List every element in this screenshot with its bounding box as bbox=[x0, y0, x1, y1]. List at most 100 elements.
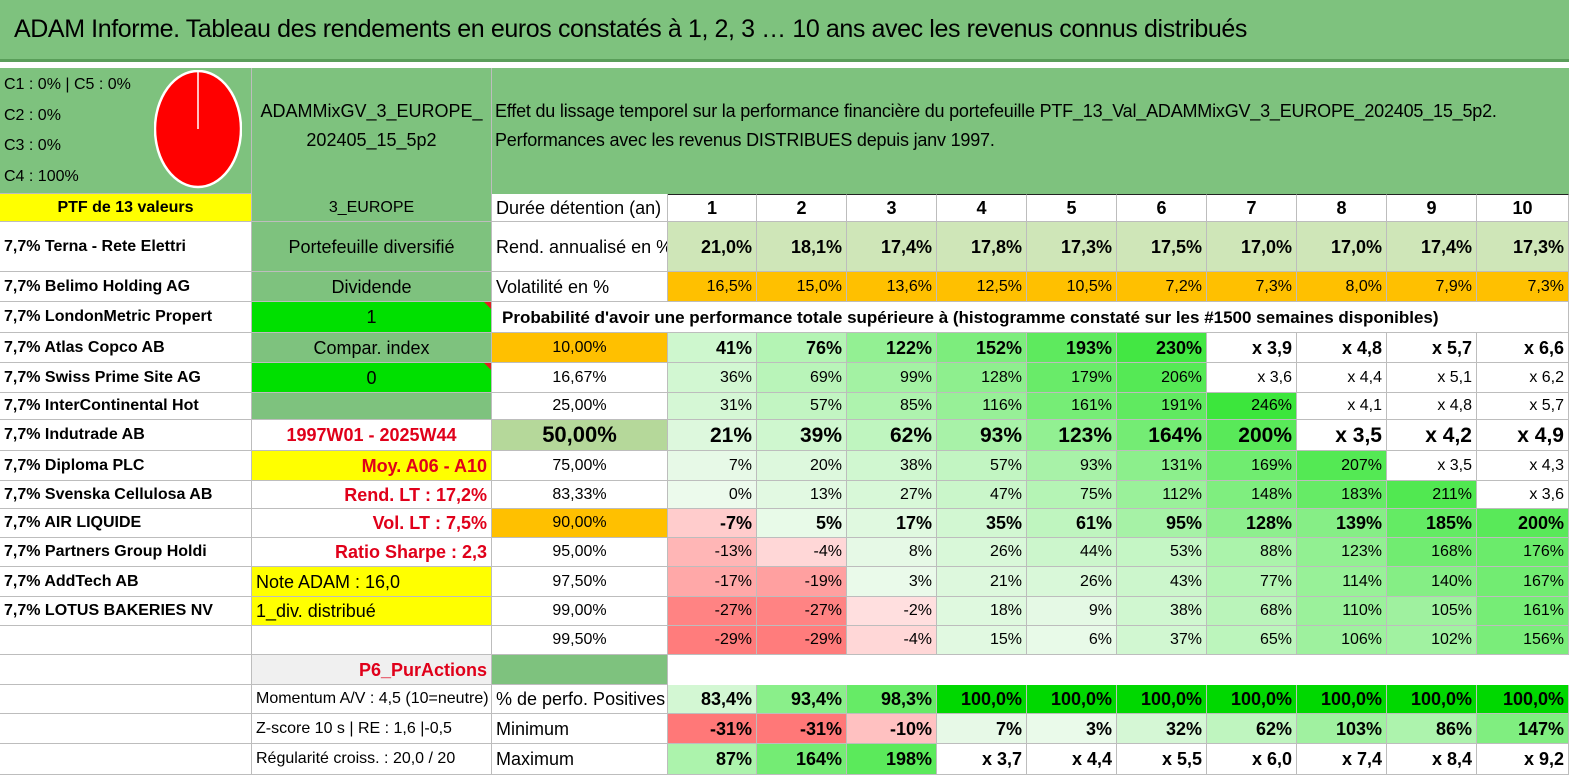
annual-return-2y[interactable]: 18,1% bbox=[757, 222, 847, 272]
perf-q2-1y[interactable]: 36% bbox=[668, 363, 757, 393]
quantile-7[interactable]: 90,00% bbox=[492, 509, 668, 538]
perf-q2-7y[interactable]: x 3,6 bbox=[1207, 363, 1297, 393]
duration-label[interactable]: Durée détention (an) bbox=[492, 194, 668, 222]
perf-q3-6y[interactable]: 191% bbox=[1117, 393, 1207, 420]
perf-q2-9y[interactable]: x 5,1 bbox=[1387, 363, 1477, 393]
minimum-10y[interactable]: 147% bbox=[1477, 714, 1569, 744]
perf-q9-9y[interactable]: 140% bbox=[1387, 567, 1477, 597]
year-header-9[interactable]: 9 bbox=[1387, 194, 1477, 222]
long-term-volatility[interactable]: Vol. LT : 7,5% bbox=[252, 509, 492, 538]
perf-q2-2y[interactable]: 69% bbox=[757, 363, 847, 393]
holding-4[interactable]: 7,7% Atlas Copco AB bbox=[0, 333, 252, 363]
perf-q7-2y[interactable]: 5% bbox=[757, 509, 847, 538]
quantile-2[interactable]: 16,67% bbox=[492, 363, 668, 393]
probability-title[interactable]: Probabilité d'avoir une performance tota… bbox=[492, 302, 1569, 333]
perf-q6-4y[interactable]: 47% bbox=[937, 481, 1027, 509]
empty-cell[interactable] bbox=[0, 714, 252, 744]
perf-q3-9y[interactable]: x 4,8 bbox=[1387, 393, 1477, 420]
year-header-7[interactable]: 7 bbox=[1207, 194, 1297, 222]
perf-q1-3y[interactable]: 122% bbox=[847, 333, 937, 363]
perf-q3-8y[interactable]: x 4,1 bbox=[1297, 393, 1387, 420]
regularity[interactable]: Régularité croiss. : 20,0 / 20 bbox=[252, 744, 492, 775]
perf-q1-6y[interactable]: 230% bbox=[1117, 333, 1207, 363]
perf-q7-6y[interactable]: 95% bbox=[1117, 509, 1207, 538]
annual-return-1y[interactable]: 21,0% bbox=[668, 222, 757, 272]
perf-q5-2y[interactable]: 20% bbox=[757, 451, 847, 481]
perf-q7-1y[interactable]: -7% bbox=[668, 509, 757, 538]
momentum[interactable]: Momentum A/V : 4,5 (10=neutre) bbox=[252, 685, 492, 714]
empty-cell[interactable] bbox=[252, 393, 492, 420]
minimum-2y[interactable]: -31% bbox=[757, 714, 847, 744]
positive-3y[interactable]: 98,3% bbox=[847, 685, 937, 714]
perf-q1-2y[interactable]: 76% bbox=[757, 333, 847, 363]
perf-q3-3y[interactable]: 85% bbox=[847, 393, 937, 420]
perf-q9-5y[interactable]: 26% bbox=[1027, 567, 1117, 597]
perf-q8-10y[interactable]: 176% bbox=[1477, 538, 1569, 567]
volatility-8y[interactable]: 8,0% bbox=[1297, 272, 1387, 302]
annual-return-label[interactable]: Rend. annualisé en % bbox=[492, 222, 668, 272]
perf-q4-5y[interactable]: 123% bbox=[1027, 420, 1117, 451]
perf-q6-1y[interactable]: 0% bbox=[668, 481, 757, 509]
perf-q7-8y[interactable]: 139% bbox=[1297, 509, 1387, 538]
perf-q8-5y[interactable]: 44% bbox=[1027, 538, 1117, 567]
positive-2y[interactable]: 93,4% bbox=[757, 685, 847, 714]
holding-8[interactable]: 7,7% Diploma PLC bbox=[0, 451, 252, 481]
volatility-6y[interactable]: 7,2% bbox=[1117, 272, 1207, 302]
minimum-1y[interactable]: -31% bbox=[668, 714, 757, 744]
perf-q11-10y[interactable]: 156% bbox=[1477, 626, 1569, 655]
perf-q5-8y[interactable]: 207% bbox=[1297, 451, 1387, 481]
perf-q11-6y[interactable]: 37% bbox=[1117, 626, 1207, 655]
period-range[interactable]: 1997W01 - 2025W44 bbox=[252, 420, 492, 451]
minimum-3y[interactable]: -10% bbox=[847, 714, 937, 744]
positive-5y[interactable]: 100,0% bbox=[1027, 685, 1117, 714]
perf-q11-3y[interactable]: -4% bbox=[847, 626, 937, 655]
perf-q6-9y[interactable]: 211% bbox=[1387, 481, 1477, 509]
perf-q6-8y[interactable]: 183% bbox=[1297, 481, 1387, 509]
annual-return-9y[interactable]: 17,4% bbox=[1387, 222, 1477, 272]
perf-q1-7y[interactable]: x 3,9 bbox=[1207, 333, 1297, 363]
quantile-1[interactable]: 10,00% bbox=[492, 333, 668, 363]
perf-q2-5y[interactable]: 179% bbox=[1027, 363, 1117, 393]
maximum-1y[interactable]: 87% bbox=[668, 744, 757, 775]
perf-q3-7y[interactable]: 246% bbox=[1207, 393, 1297, 420]
perf-q10-3y[interactable]: -2% bbox=[847, 597, 937, 626]
minimum-6y[interactable]: 32% bbox=[1117, 714, 1207, 744]
maximum-6y[interactable]: x 5,5 bbox=[1117, 744, 1207, 775]
perf-q3-1y[interactable]: 31% bbox=[668, 393, 757, 420]
perf-q9-8y[interactable]: 114% bbox=[1297, 567, 1387, 597]
annual-return-5y[interactable]: 17,3% bbox=[1027, 222, 1117, 272]
year-header-8[interactable]: 8 bbox=[1297, 194, 1387, 222]
perf-q10-4y[interactable]: 18% bbox=[937, 597, 1027, 626]
maximum-label[interactable]: Maximum bbox=[492, 744, 668, 775]
adam-score[interactable]: Note ADAM : 16,0 bbox=[252, 567, 492, 597]
perf-q6-2y[interactable]: 13% bbox=[757, 481, 847, 509]
perf-q10-10y[interactable]: 161% bbox=[1477, 597, 1569, 626]
perf-q7-10y[interactable]: 200% bbox=[1477, 509, 1569, 538]
average-years[interactable]: Moy. A06 - A10 bbox=[252, 451, 492, 481]
holding-10[interactable]: 7,7% AIR LIQUIDE bbox=[0, 509, 252, 538]
perf-q1-4y[interactable]: 152% bbox=[937, 333, 1027, 363]
perf-q5-5y[interactable]: 93% bbox=[1027, 451, 1117, 481]
perf-q9-6y[interactable]: 43% bbox=[1117, 567, 1207, 597]
quantile-3[interactable]: 25,00% bbox=[492, 393, 668, 420]
perf-q11-1y[interactable]: -29% bbox=[668, 626, 757, 655]
strategy-name[interactable]: P6_PurActions bbox=[252, 655, 492, 685]
empty-cell[interactable] bbox=[0, 685, 252, 714]
perf-q1-8y[interactable]: x 4,8 bbox=[1297, 333, 1387, 363]
perf-q9-4y[interactable]: 21% bbox=[937, 567, 1027, 597]
positive-8y[interactable]: 100,0% bbox=[1297, 685, 1387, 714]
volatility-9y[interactable]: 7,9% bbox=[1387, 272, 1477, 302]
perf-q9-7y[interactable]: 77% bbox=[1207, 567, 1297, 597]
perf-q10-9y[interactable]: 105% bbox=[1387, 597, 1477, 626]
holding-5[interactable]: 7,7% Swiss Prime Site AG bbox=[0, 363, 252, 393]
perf-q10-2y[interactable]: -27% bbox=[757, 597, 847, 626]
positive-10y[interactable]: 100,0% bbox=[1477, 685, 1569, 714]
holding-12[interactable]: 7,7% AddTech AB bbox=[0, 567, 252, 597]
empty-cell[interactable] bbox=[0, 626, 252, 655]
perf-q5-9y[interactable]: x 3,5 bbox=[1387, 451, 1477, 481]
perf-q6-6y[interactable]: 112% bbox=[1117, 481, 1207, 509]
perf-q10-1y[interactable]: -27% bbox=[668, 597, 757, 626]
perf-q11-8y[interactable]: 106% bbox=[1297, 626, 1387, 655]
positive-1y[interactable]: 83,4% bbox=[668, 685, 757, 714]
perf-q6-10y[interactable]: x 3,6 bbox=[1477, 481, 1569, 509]
